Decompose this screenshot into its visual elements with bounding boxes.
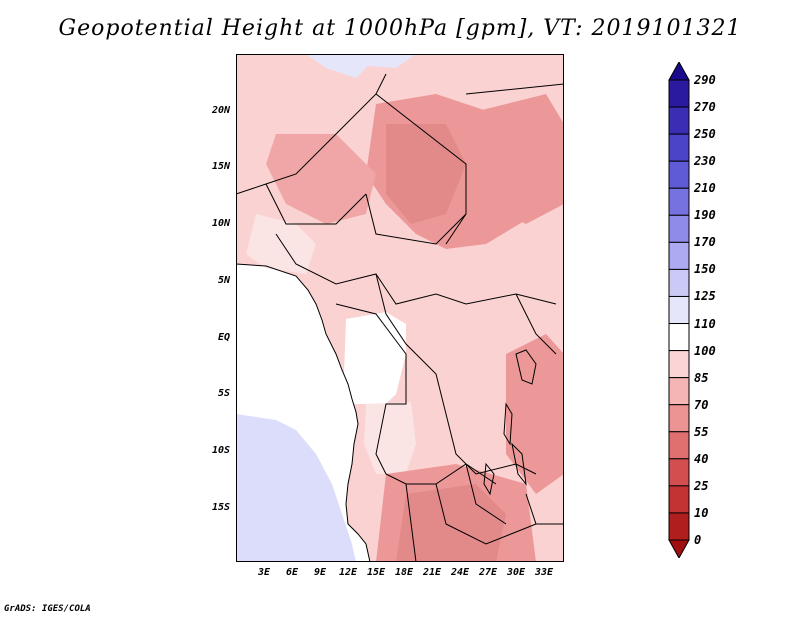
colorbar-label: 70 xyxy=(694,397,709,412)
dark-region-east xyxy=(466,94,564,224)
lat-label-15s: 15S xyxy=(211,502,230,513)
lat-label-10s: 10S xyxy=(211,445,230,456)
colorbar-segment xyxy=(668,268,690,297)
colorbar-segment xyxy=(668,350,690,379)
lon-label-33e: 33E xyxy=(534,567,554,578)
colorbar-segment xyxy=(668,295,690,325)
darkest-region-south xyxy=(396,484,506,562)
lon-label-3e: 3E xyxy=(257,567,271,578)
colorbar-top-triangle xyxy=(668,62,690,81)
colorbar-segment xyxy=(668,323,690,352)
colorbar-segment xyxy=(668,187,690,216)
colorbar-label: 150 xyxy=(694,262,716,277)
colorbar-segment xyxy=(668,214,690,243)
colorbar-segment xyxy=(668,79,690,108)
lat-label-20n: 20N xyxy=(211,105,230,116)
map-frame xyxy=(236,54,564,562)
colorbar-label: 230 xyxy=(694,154,716,169)
colorbar-label: 110 xyxy=(694,316,716,331)
lon-label-12e: 12E xyxy=(338,567,358,578)
colorbar-segment xyxy=(668,160,690,189)
country-borders xyxy=(235,73,565,563)
sea-blue-region xyxy=(236,414,356,562)
lon-label-15e: 15E xyxy=(366,567,386,578)
footer-credit: GrADS: IGES/COLA xyxy=(4,604,91,614)
dark-region-west xyxy=(266,134,376,224)
lon-label-21e: 21E xyxy=(422,567,442,578)
colorbar-segment xyxy=(668,241,690,270)
lat-label-5n: 5N xyxy=(217,275,230,286)
colorbar-segment xyxy=(668,106,690,135)
colorbar-segment xyxy=(668,404,690,433)
lat-label-15n: 15N xyxy=(211,161,230,172)
colorbar-label: 55 xyxy=(694,424,709,439)
light-region-west xyxy=(246,214,316,274)
colorbar-label: 250 xyxy=(694,127,716,142)
lon-label-24e: 24E xyxy=(450,567,470,578)
colorbar-segment xyxy=(668,133,690,162)
colorbar-label: 125 xyxy=(694,289,716,304)
colorbar-label: 100 xyxy=(694,343,716,358)
colorbar-label: 210 xyxy=(694,181,716,196)
lakes xyxy=(483,349,537,496)
lon-label-27e: 27E xyxy=(478,567,498,578)
colorbar-label: 85 xyxy=(694,370,709,385)
colorbar xyxy=(668,62,690,558)
colorbar-label: 270 xyxy=(694,100,716,115)
chart-title: Geopotential Height at 1000hPa [gpm], VT… xyxy=(58,16,742,41)
colorbar-segment xyxy=(668,458,690,487)
colorbar-label: 290 xyxy=(694,73,716,87)
lon-label-30e: 30E xyxy=(506,567,526,578)
colorbar-segment xyxy=(668,431,690,460)
sea-blue-north xyxy=(306,54,416,78)
colorbar-label: 25 xyxy=(694,478,709,493)
coastline xyxy=(235,263,371,563)
colorbar-segment xyxy=(668,377,690,406)
colorbar-label: 0 xyxy=(694,533,702,547)
lat-label-eq: EQ xyxy=(217,332,230,343)
lon-label-9e: 9E xyxy=(313,567,327,578)
colorbar-segment xyxy=(668,485,690,514)
colorbar-bottom-triangle xyxy=(668,539,690,558)
colorbar-label: 190 xyxy=(694,208,716,223)
lon-label-6e: 6E xyxy=(285,567,299,578)
map-area xyxy=(235,54,565,563)
colorbar-segment xyxy=(668,512,690,541)
colorbar-label: 40 xyxy=(694,451,709,466)
lat-label-5s: 5S xyxy=(217,388,230,399)
light-region-center xyxy=(344,312,406,404)
lon-label-18e: 18E xyxy=(394,567,414,578)
colorbar-label: 10 xyxy=(694,505,709,520)
lat-label-10n: 10N xyxy=(211,218,230,229)
colorbar-label: 170 xyxy=(694,235,716,250)
